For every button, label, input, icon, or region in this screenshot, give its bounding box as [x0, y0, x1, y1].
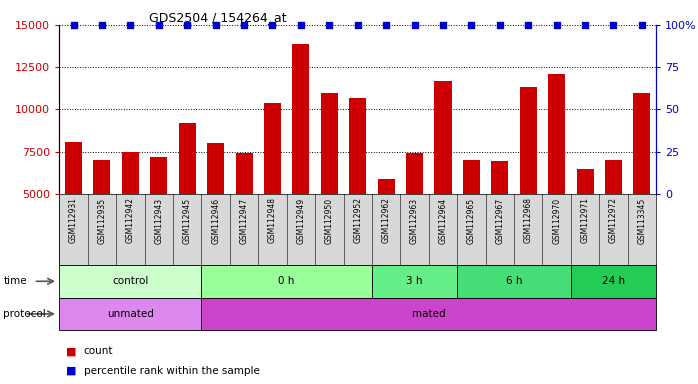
Bar [321, 93, 338, 278]
Text: unmated: unmated [107, 309, 154, 319]
Text: GSM112931: GSM112931 [69, 197, 78, 243]
Bar [372, 265, 457, 298]
Point [125, 22, 136, 28]
Text: GSM112935: GSM112935 [98, 197, 107, 243]
Point [352, 22, 363, 28]
Text: GSM112952: GSM112952 [353, 197, 362, 243]
Bar [406, 153, 423, 278]
Bar [122, 152, 139, 278]
Text: GSM112962: GSM112962 [382, 197, 391, 243]
Bar [202, 265, 372, 298]
Point [494, 22, 505, 28]
Text: GSM112942: GSM112942 [126, 197, 135, 243]
Text: GSM112963: GSM112963 [410, 197, 419, 243]
Point [608, 22, 619, 28]
Text: control: control [112, 276, 149, 286]
Point [637, 22, 648, 28]
Point [438, 22, 449, 28]
Text: ■: ■ [66, 346, 77, 356]
Text: GSM112972: GSM112972 [609, 197, 618, 243]
Bar [349, 98, 366, 278]
Text: GSM112970: GSM112970 [552, 197, 561, 243]
Text: 24 h: 24 h [602, 276, 625, 286]
Text: GSM112949: GSM112949 [297, 197, 306, 243]
Text: GSM112971: GSM112971 [581, 197, 590, 243]
Bar [520, 88, 537, 278]
Text: GSM112950: GSM112950 [325, 197, 334, 243]
Bar [577, 169, 593, 278]
Text: ■: ■ [66, 366, 77, 376]
Bar [235, 153, 253, 278]
Bar [548, 74, 565, 278]
Bar [65, 142, 82, 278]
Point [295, 22, 306, 28]
Point [466, 22, 477, 28]
Bar [179, 123, 195, 278]
Bar [378, 179, 394, 278]
Point [68, 22, 79, 28]
Bar [434, 81, 452, 278]
Point [579, 22, 591, 28]
Point [210, 22, 221, 28]
Bar [202, 298, 656, 330]
Bar [292, 43, 309, 278]
Bar [264, 103, 281, 278]
Bar [59, 265, 202, 298]
Text: count: count [84, 346, 113, 356]
Text: GSM112946: GSM112946 [211, 197, 220, 243]
Bar [633, 93, 651, 278]
Text: GSM112943: GSM112943 [154, 197, 163, 243]
Point [267, 22, 278, 28]
Text: 3 h: 3 h [406, 276, 423, 286]
Point [324, 22, 335, 28]
Text: 0 h: 0 h [279, 276, 295, 286]
Text: GSM112947: GSM112947 [239, 197, 248, 243]
Bar [150, 157, 168, 278]
Text: GDS2504 / 154264_at: GDS2504 / 154264_at [149, 11, 286, 24]
Bar [463, 160, 480, 278]
Text: GSM113345: GSM113345 [637, 197, 646, 244]
Text: GSM112964: GSM112964 [438, 197, 447, 243]
Point [239, 22, 250, 28]
Bar [491, 161, 508, 278]
Point [551, 22, 562, 28]
Text: GSM112948: GSM112948 [268, 197, 277, 243]
Text: GSM112945: GSM112945 [183, 197, 192, 243]
Point [181, 22, 193, 28]
Point [96, 22, 107, 28]
Bar [94, 160, 110, 278]
Bar [59, 298, 202, 330]
Point [153, 22, 164, 28]
Text: protocol: protocol [3, 309, 46, 319]
Bar [457, 265, 571, 298]
Bar [207, 143, 224, 278]
Text: time: time [3, 276, 27, 286]
Bar [571, 265, 656, 298]
Text: mated: mated [412, 309, 445, 319]
Bar [605, 160, 622, 278]
Point [523, 22, 534, 28]
Text: GSM112965: GSM112965 [467, 197, 476, 243]
Point [380, 22, 392, 28]
Text: 6 h: 6 h [506, 276, 522, 286]
Text: GSM112967: GSM112967 [496, 197, 505, 243]
Point [409, 22, 420, 28]
Text: GSM112968: GSM112968 [524, 197, 533, 243]
Text: percentile rank within the sample: percentile rank within the sample [84, 366, 260, 376]
